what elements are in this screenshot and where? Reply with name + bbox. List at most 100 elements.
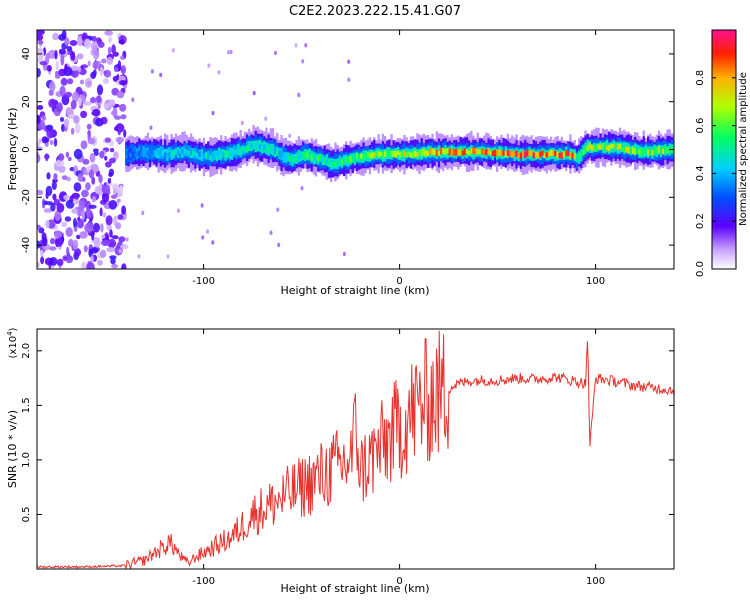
noise-speck: [55, 70, 59, 77]
ridge-cell: [608, 145, 611, 152]
noise-speck: [87, 137, 96, 145]
noise-speck: [77, 216, 81, 221]
ridge-cell: [334, 161, 337, 167]
ridge-cell: [431, 148, 434, 155]
ridge-cell: [534, 151, 538, 158]
noise-speck: [87, 60, 91, 67]
noise-speck: [37, 189, 44, 196]
noise-speck: [123, 129, 127, 138]
noise-speck: [240, 120, 244, 126]
noise-speck: [73, 217, 77, 228]
snr-panel: -100 0 100 0.5 1.0 1.5 2.0 Height of straight …: [6, 327, 675, 595]
colorbar-label: Normalized spectral amplitude: [738, 72, 749, 226]
noise-speck: [92, 222, 100, 233]
noise-speck: [45, 124, 54, 131]
ridge-cell: [433, 149, 436, 155]
ridge-cell: [312, 155, 316, 161]
ridge-cell: [235, 148, 238, 154]
snr-scale-exponent: 4: [6, 331, 14, 336]
noise-speck: [54, 230, 62, 240]
noise-speck: [81, 209, 86, 220]
ridge-cell: [291, 157, 294, 163]
noise-speck: [106, 56, 113, 65]
noise-speck: [120, 244, 129, 250]
noise-speck: [90, 71, 96, 79]
noise-speck: [64, 91, 72, 98]
ridge-cell: [258, 144, 262, 150]
ridge-cell: [552, 150, 555, 156]
ridge-cell: [127, 150, 130, 157]
ridge-cell: [603, 143, 607, 151]
ridge-cell: [213, 153, 216, 160]
colorbar-ticks: 0.0 0.2 0.4 0.6 0.8: [695, 70, 736, 277]
y-tick-label: 1.5: [21, 397, 32, 413]
noise-speck: [46, 65, 52, 72]
ridge-cell: [407, 151, 410, 157]
ridge-cell: [183, 148, 186, 155]
ridge-cell: [274, 147, 277, 154]
noise-speck: [94, 239, 101, 248]
ridge-cell: [578, 152, 581, 160]
noise-speck: [56, 203, 65, 213]
noise-speck: [110, 194, 118, 199]
noise-speck: [277, 242, 281, 248]
ridge-cell: [166, 152, 169, 158]
ridge-cell: [489, 150, 492, 156]
ridge-cell: [271, 147, 275, 154]
noise-speck: [166, 254, 170, 259]
ridge-cell: [140, 151, 143, 157]
ridge-cell: [299, 153, 303, 159]
noise-speck: [55, 159, 65, 167]
noise-speck: [112, 107, 118, 118]
noise-speck: [171, 48, 175, 53]
noise-speck: [61, 123, 65, 132]
ridge-cell: [444, 149, 447, 155]
ridge-cell: [625, 146, 628, 153]
ridge-cell: [321, 156, 324, 162]
noise-speck: [119, 184, 123, 194]
ridge-cell: [265, 145, 268, 152]
noise-speck: [77, 97, 82, 107]
ridge-cell: [480, 148, 484, 155]
noise-speck: [37, 33, 44, 41]
noise-speck: [106, 247, 115, 253]
noise-speck: [77, 218, 84, 229]
ridge-cell: [282, 152, 285, 159]
noise-speck: [137, 254, 141, 259]
ridge-cell: [176, 150, 180, 156]
ridge-cell: [455, 148, 458, 156]
ridge-cell: [429, 148, 432, 155]
noise-speck: [37, 115, 41, 125]
noise-speck: [99, 207, 103, 217]
ridge-cell: [422, 149, 425, 156]
ridge-cell: [647, 149, 650, 156]
noise-speck: [65, 199, 75, 209]
noise-speck: [37, 261, 40, 268]
noise-speck: [91, 35, 97, 43]
ridge-cell: [358, 153, 361, 161]
ridge-cell: [304, 151, 307, 159]
ridge-cell: [174, 148, 178, 155]
ridge-cell: [463, 148, 466, 156]
ridge-cell: [672, 147, 674, 154]
ridge-cell: [256, 142, 259, 149]
noise-speck: [111, 44, 116, 55]
noise-speck: [107, 46, 112, 55]
noise-speck: [89, 152, 96, 163]
noise-speck: [149, 125, 153, 130]
noise-speck: [115, 136, 125, 144]
noise-speck: [141, 210, 145, 216]
noise-speck: [101, 192, 110, 203]
noise-speck: [43, 208, 52, 213]
ridge-cell: [440, 147, 443, 155]
ridge-cell: [509, 150, 512, 157]
y-tick-label: 0: [21, 146, 32, 152]
ridge-cell: [185, 149, 188, 156]
ridge-cell: [181, 148, 184, 154]
ridge-cell: [657, 146, 660, 153]
ridge-cell: [599, 144, 602, 150]
ridge-cell: [353, 156, 356, 163]
noise-speck: [96, 84, 104, 96]
ridge-cell: [349, 156, 352, 163]
ridge-cell: [205, 152, 208, 159]
